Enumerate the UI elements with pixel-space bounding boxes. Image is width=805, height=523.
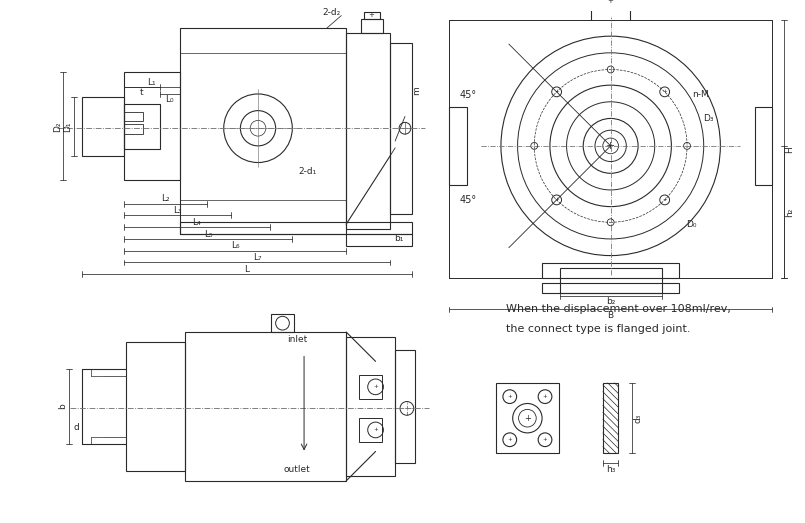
Text: +: + xyxy=(507,394,512,399)
Bar xyxy=(124,111,143,121)
Bar xyxy=(496,383,559,453)
Text: L₅: L₅ xyxy=(204,230,213,238)
Text: d₃: d₃ xyxy=(634,414,642,423)
Text: 45°: 45° xyxy=(460,90,477,100)
Text: D₃: D₃ xyxy=(704,114,714,123)
Text: +: + xyxy=(543,437,547,442)
Bar xyxy=(126,342,184,471)
Text: D₀: D₀ xyxy=(686,220,696,229)
Text: +: + xyxy=(543,394,547,399)
Text: h₂: h₂ xyxy=(786,207,795,217)
Text: L₆: L₆ xyxy=(231,241,239,251)
Bar xyxy=(346,337,395,476)
Bar xyxy=(81,97,124,156)
Text: L: L xyxy=(244,265,250,274)
Text: L₁: L₁ xyxy=(147,78,156,87)
Text: L₀: L₀ xyxy=(166,95,174,104)
Text: the connect type is flanged joint.: the connect type is flanged joint. xyxy=(506,324,691,334)
Text: B: B xyxy=(608,311,613,320)
Bar xyxy=(359,375,382,399)
Bar xyxy=(596,0,625,5)
Text: n-M: n-M xyxy=(692,90,709,99)
Bar xyxy=(754,107,772,185)
Bar xyxy=(390,43,412,214)
Text: L₂: L₂ xyxy=(161,194,170,203)
Text: inlet: inlet xyxy=(287,335,308,344)
Text: +: + xyxy=(555,197,559,202)
Bar xyxy=(124,124,143,134)
Bar xyxy=(603,383,618,453)
Bar xyxy=(180,28,346,234)
Bar xyxy=(364,12,381,18)
Bar xyxy=(124,104,160,149)
Text: 2-d₁: 2-d₁ xyxy=(298,167,316,176)
Text: t: t xyxy=(140,88,144,97)
Bar xyxy=(395,349,415,463)
Text: +: + xyxy=(507,437,512,442)
Text: h₃: h₃ xyxy=(606,464,615,474)
Text: D₁: D₁ xyxy=(64,121,72,132)
Text: H: H xyxy=(786,146,795,153)
Text: L₇: L₇ xyxy=(253,253,262,262)
Bar xyxy=(346,33,390,229)
Bar xyxy=(542,283,679,293)
Text: +: + xyxy=(374,427,378,433)
Text: b₂: b₂ xyxy=(606,297,615,306)
Text: b: b xyxy=(59,404,68,410)
Text: +: + xyxy=(374,384,378,389)
Bar xyxy=(449,107,467,185)
Text: +: + xyxy=(524,414,530,423)
Bar xyxy=(184,332,346,481)
Text: +: + xyxy=(608,0,613,4)
Text: +: + xyxy=(555,89,559,94)
Bar xyxy=(359,418,382,442)
Text: d: d xyxy=(74,424,80,433)
Text: L₃: L₃ xyxy=(173,206,181,215)
Text: L₄: L₄ xyxy=(192,218,201,227)
Text: m: m xyxy=(412,87,421,95)
Bar xyxy=(346,234,412,246)
Text: +: + xyxy=(663,89,667,94)
Text: D₂: D₂ xyxy=(52,121,62,132)
Text: When the displacement over 108ml/rev,: When the displacement over 108ml/rev, xyxy=(506,304,731,314)
Text: 45°: 45° xyxy=(460,195,477,204)
Bar xyxy=(361,18,383,33)
Text: +: + xyxy=(369,12,374,18)
Bar xyxy=(559,268,662,293)
Bar xyxy=(180,222,412,234)
Text: +: + xyxy=(663,197,667,202)
Bar xyxy=(124,72,180,180)
Text: 2-d₂: 2-d₂ xyxy=(322,8,341,17)
Text: +: + xyxy=(606,141,615,151)
Bar xyxy=(270,314,295,332)
Text: b₁: b₁ xyxy=(394,234,404,243)
Text: outlet: outlet xyxy=(284,464,311,474)
Bar xyxy=(542,264,679,278)
